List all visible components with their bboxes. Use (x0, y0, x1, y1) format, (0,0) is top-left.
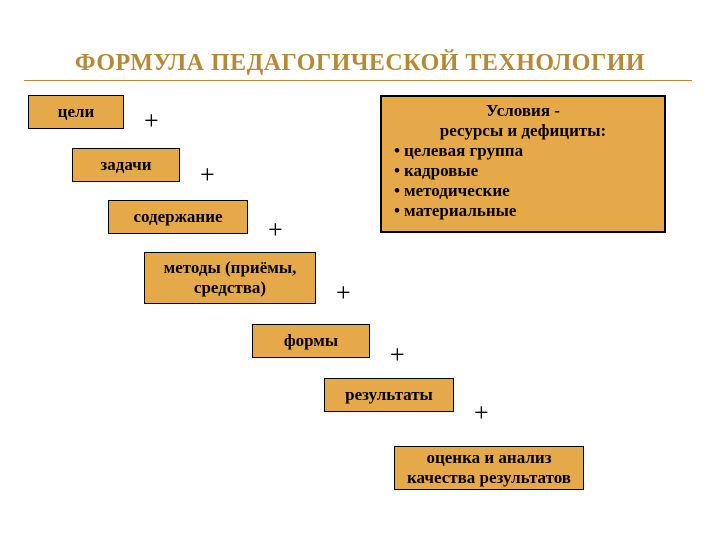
step-box-4: формы (252, 324, 370, 358)
step-label: формы (284, 331, 338, 351)
page-title: ФОРМУЛА ПЕДАГОГИЧЕСКОЙ ТЕХНОЛОГИИ (0, 50, 720, 77)
plus-5: + (474, 398, 489, 428)
conditions-box: Условия - ресурсы и дефициты: целевая гр… (380, 95, 666, 233)
conditions-item: целевая группа (394, 141, 656, 161)
plus-2: + (268, 215, 283, 245)
step-box-5: результаты (324, 378, 454, 412)
step-label: оценка и анализ качества результатов (401, 448, 577, 487)
conditions-item: методические (394, 181, 656, 201)
step-box-3: методы (приёмы, средства) (144, 252, 316, 304)
conditions-header-line1: Условия - (486, 101, 560, 120)
step-label: цели (58, 102, 95, 122)
conditions-header-line2: ресурсы и дефициты: (440, 121, 606, 140)
conditions-item: материальные (394, 201, 656, 221)
conditions-item: кадровые (394, 161, 656, 181)
step-box-6: оценка и анализ качества результатов (394, 446, 584, 490)
step-box-2: содержание (108, 200, 248, 234)
step-label: содержание (133, 207, 222, 227)
step-label: результаты (345, 385, 433, 405)
step-box-0: цели (28, 95, 124, 129)
step-box-1: задачи (72, 148, 180, 182)
title-underline (24, 80, 692, 81)
step-label: задачи (100, 155, 151, 175)
plus-3: + (336, 278, 351, 308)
conditions-header: Условия - ресурсы и дефициты: (390, 101, 656, 141)
step-label: методы (приёмы, средства) (151, 258, 309, 297)
plus-4: + (390, 340, 405, 370)
conditions-list: целевая группа кадровые методические мат… (390, 141, 656, 221)
plus-1: + (200, 160, 215, 190)
plus-0: + (144, 106, 159, 136)
